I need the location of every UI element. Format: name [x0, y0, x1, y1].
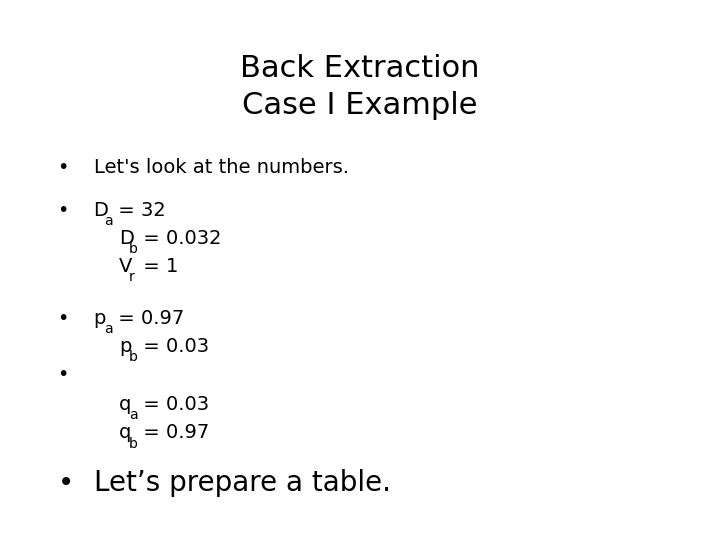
Text: •: • [58, 201, 69, 220]
Text: b: b [129, 436, 138, 450]
Text: •: • [58, 469, 74, 497]
Text: p: p [119, 337, 131, 356]
Text: p: p [94, 309, 106, 328]
Text: •: • [58, 158, 69, 177]
Text: •: • [58, 309, 69, 328]
Text: = 0.97: = 0.97 [137, 423, 210, 442]
Text: = 0.03: = 0.03 [137, 337, 209, 356]
Text: Let’s prepare a table.: Let’s prepare a table. [94, 469, 391, 497]
Text: D: D [94, 201, 109, 220]
Text: Back Extraction
Case I Example: Back Extraction Case I Example [240, 54, 480, 120]
Text: = 0.03: = 0.03 [137, 395, 209, 414]
Text: a: a [104, 214, 112, 228]
Text: •: • [58, 365, 69, 384]
Text: = 32: = 32 [112, 201, 166, 220]
Text: a: a [129, 408, 138, 422]
Text: = 0.97: = 0.97 [112, 309, 184, 328]
Text: = 0.032: = 0.032 [137, 229, 222, 248]
Text: Let's look at the numbers.: Let's look at the numbers. [94, 158, 348, 177]
Text: q: q [119, 423, 131, 442]
Text: r: r [129, 270, 135, 284]
Text: a: a [104, 322, 112, 336]
Text: D: D [119, 229, 134, 248]
Text: V: V [119, 257, 132, 276]
Text: = 1: = 1 [137, 257, 179, 276]
Text: q: q [119, 395, 131, 414]
Text: b: b [129, 350, 138, 364]
Text: b: b [129, 242, 138, 256]
